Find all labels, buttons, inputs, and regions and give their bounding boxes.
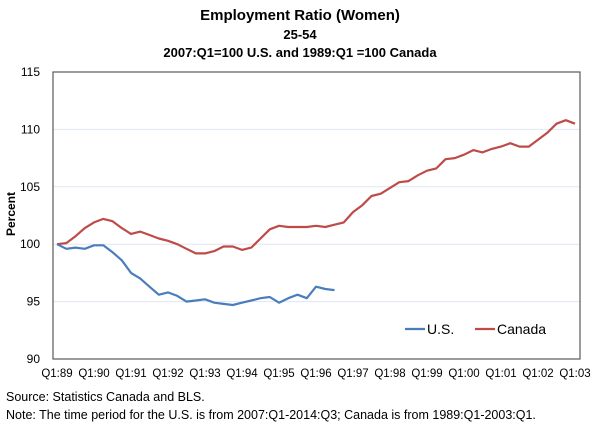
y-tick-label: 110 [21, 122, 40, 136]
chart-subtitle-base: 2007:Q1=100 U.S. and 1989:Q1 =100 Canada [163, 45, 437, 60]
plot-frame [52, 71, 581, 360]
y-tick-label: 90 [27, 352, 41, 366]
chart-subtitle-age: 25-54 [283, 27, 317, 42]
y-tick-labels: 90 95 100 105 110 115 [20, 65, 40, 366]
x-tick-label: Q1:00 [448, 368, 479, 380]
x-tick-label: Q1:90 [78, 368, 109, 380]
x-tick-label: Q1:93 [189, 368, 220, 380]
x-tick-label: Q1:91 [115, 368, 146, 380]
legend: U.S. Canada [405, 321, 546, 337]
x-tick-label: Q1:92 [152, 368, 183, 380]
y-tick-label: 100 [20, 237, 40, 251]
x-tick-labels: Q1:89 Q1:90 Q1:91 Q1:92 Q1:93 Q1:94 Q1:95 Q1:96… [41, 368, 590, 380]
period-note: Note: The time period for the U.S. is fr… [6, 408, 536, 422]
x-tick-label: Q1:99 [411, 368, 442, 380]
x-tick-label: Q1:98 [374, 368, 405, 380]
x-tick-label: Q1:94 [226, 368, 258, 380]
y-tick-label: 115 [21, 65, 40, 79]
series-line-canada [56, 119, 576, 255]
legend-label: Canada [497, 321, 546, 337]
x-tick-label: Q1:03 [559, 368, 590, 380]
axes [52, 71, 581, 360]
y-tick-label: 105 [20, 180, 40, 194]
chart-title: Employment Ratio (Women) [200, 7, 400, 24]
x-tick-label: Q1:89 [41, 368, 72, 380]
legend-label: U.S. [427, 321, 454, 337]
x-tick-label: Q1:01 [485, 368, 516, 380]
series-lines [56, 119, 576, 307]
x-tick-label: Q1:96 [300, 368, 331, 380]
y-tick-label: 95 [27, 295, 41, 309]
y-axis-label: Percent [4, 192, 18, 236]
x-tick-label: Q1:02 [522, 368, 553, 380]
x-tick-label: Q1:97 [337, 368, 368, 380]
x-tick-label: Q1:95 [263, 368, 294, 380]
gridlines [53, 128, 580, 303]
series-line-us [56, 243, 335, 307]
source-note: Source: Statistics Canada and BLS. [6, 390, 205, 404]
